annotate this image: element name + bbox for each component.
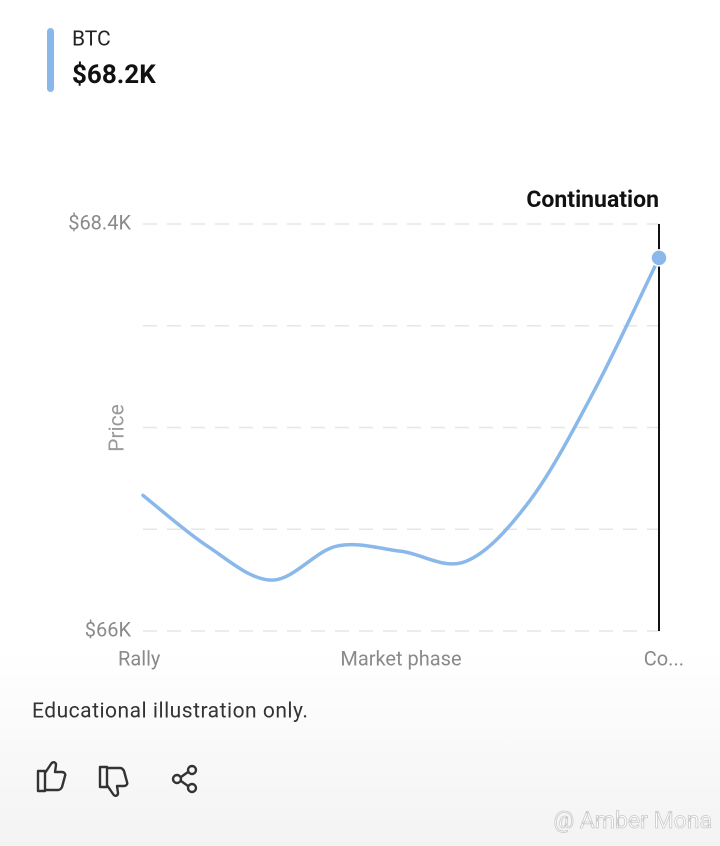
y-axis-title: Price [106,404,130,452]
current-price: $68.2K [72,60,156,90]
dislike-button[interactable] [98,765,129,797]
price-line [141,256,661,582]
legend-swatch [47,28,54,92]
x-tick-label: Rally [118,646,161,670]
watermark: @ Amber Mona [553,807,712,834]
x-tick-label: Co... [644,646,684,670]
share-button[interactable] [171,764,198,794]
like-button[interactable] [36,761,67,793]
y-tick-label: $68.4K [68,210,131,234]
y-tick-label: $66K [85,617,132,641]
x-tick-label: Market phase [340,646,461,670]
annotation: Continuation [526,186,659,213]
last-point [650,249,668,267]
note: Educational illustration only. [32,700,308,724]
legend-name: BTC [72,28,111,52]
